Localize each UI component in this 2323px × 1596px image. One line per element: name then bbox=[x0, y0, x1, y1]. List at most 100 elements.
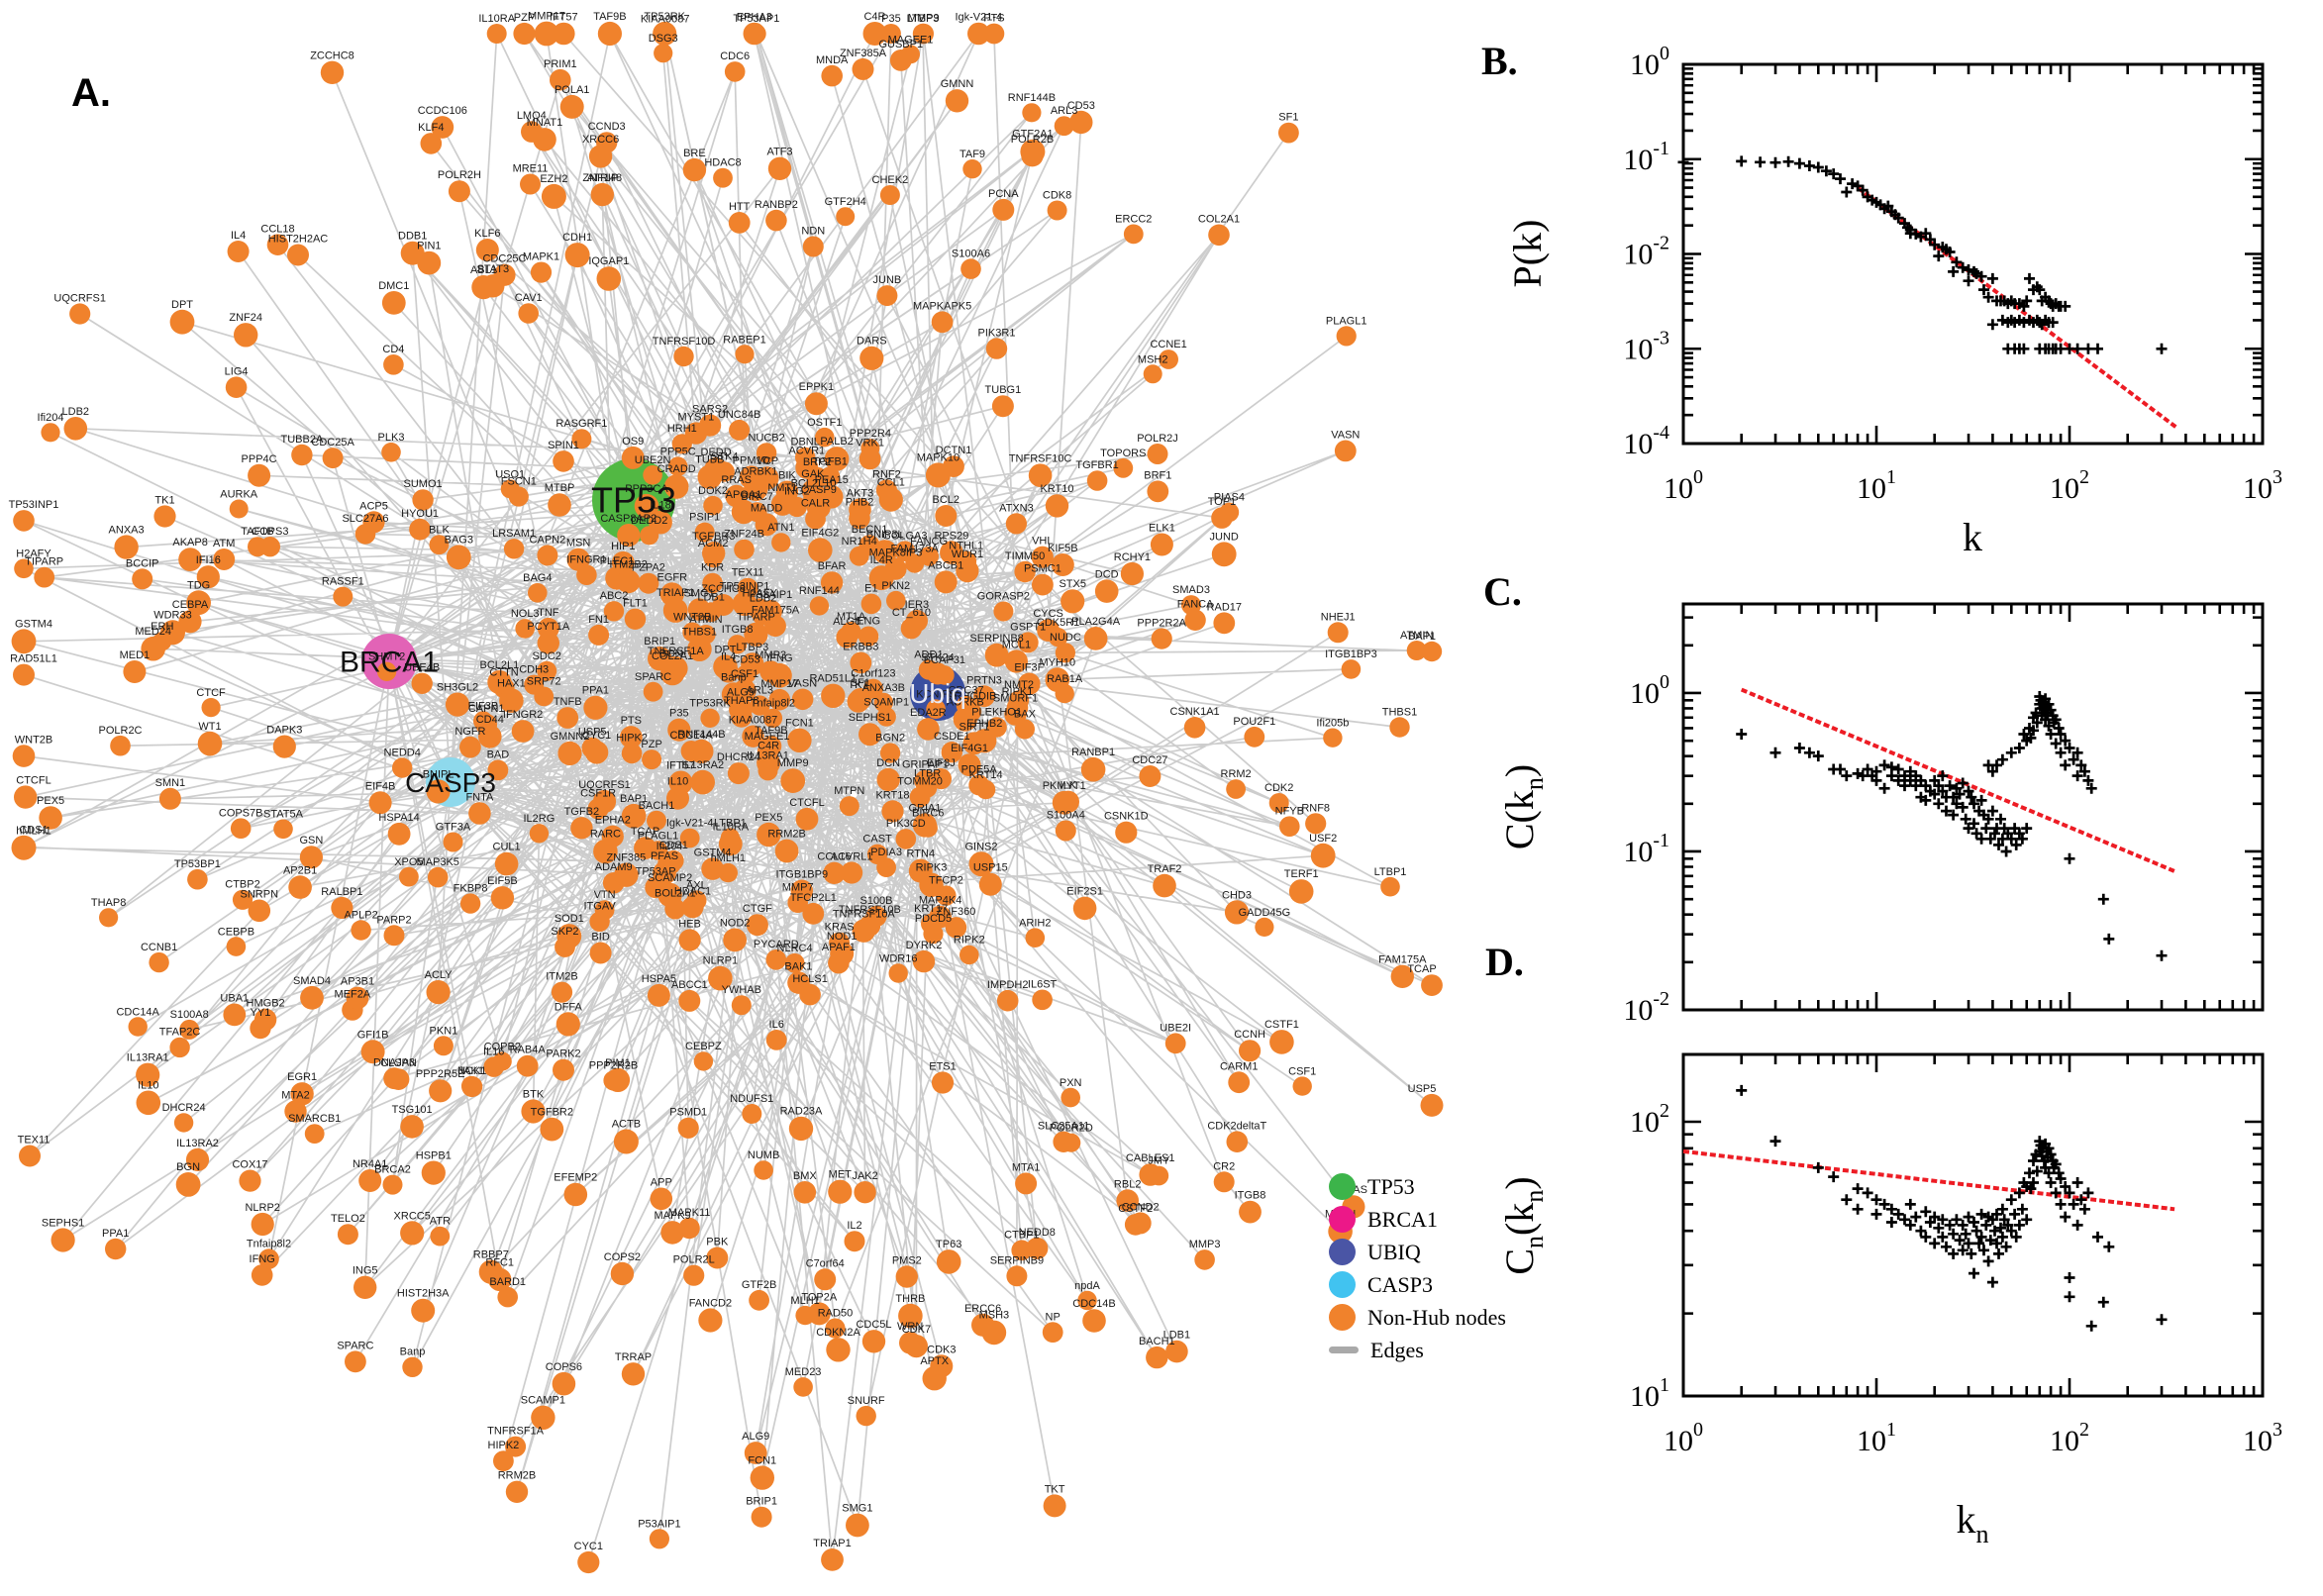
network-node bbox=[621, 743, 643, 764]
network-node bbox=[708, 965, 733, 991]
network-node bbox=[304, 1124, 325, 1144]
network-node-label: CTCFL bbox=[789, 797, 824, 809]
network-node bbox=[426, 779, 451, 804]
network-node-label: ATMIN bbox=[1400, 630, 1433, 642]
network-node-label: CTBP1 bbox=[1004, 1229, 1039, 1241]
network-node-label: NOD1 bbox=[827, 931, 858, 943]
network-node-label: PDCD5 bbox=[915, 913, 952, 925]
network-node-label: ABCB1 bbox=[928, 559, 963, 571]
network-node-label: JUNB bbox=[873, 274, 902, 286]
network-node-label: KRT14 bbox=[969, 769, 1003, 781]
network-node bbox=[1421, 974, 1443, 996]
hub-label-casp3: CASP3 bbox=[405, 767, 496, 798]
network-node bbox=[412, 489, 434, 511]
network-node-label: KLF4 bbox=[418, 122, 444, 134]
axis-ticks bbox=[1681, 62, 2265, 446]
network-node-label: GINS2 bbox=[964, 841, 997, 852]
network-node bbox=[1032, 573, 1054, 596]
network-node-label: JUND bbox=[1210, 531, 1239, 543]
network-node-label: HSPB1 bbox=[416, 1150, 452, 1162]
network-node-label: CARM1 bbox=[1220, 1060, 1259, 1072]
network-node-label: XPO5 bbox=[394, 856, 423, 868]
network-node-label: MYH10 bbox=[1039, 656, 1075, 668]
network-node-label: HSPA14 bbox=[378, 812, 419, 824]
network-node bbox=[828, 1179, 853, 1204]
network-node-label: GUSBP1 bbox=[878, 39, 923, 50]
network-node bbox=[475, 239, 499, 261]
network-node bbox=[788, 1116, 814, 1142]
network-node-label: MMP9 bbox=[908, 13, 940, 25]
network-node-label: EPHB2 bbox=[966, 718, 1002, 730]
network-node-label: TFCP2L1 bbox=[790, 892, 837, 904]
network-node-label: PSMD1 bbox=[669, 1107, 707, 1119]
network-node-label: LTBP1 bbox=[714, 817, 747, 829]
network-node-label: EIF4B bbox=[365, 780, 396, 792]
network-node-label: NEDD8 bbox=[1019, 1227, 1056, 1239]
network-node bbox=[940, 541, 963, 564]
plot-c: 100 10-1 10-2 C(kn) bbox=[1497, 602, 2265, 1027]
network-node-label: MED23 bbox=[785, 1366, 822, 1378]
network-node bbox=[1159, 349, 1178, 369]
network-node-label: TP53AP1 bbox=[733, 13, 779, 25]
network-node-label: P35 bbox=[881, 13, 901, 25]
network-node bbox=[1213, 1171, 1235, 1193]
network-node bbox=[770, 492, 794, 516]
network-node bbox=[621, 1362, 646, 1386]
network-node bbox=[197, 731, 223, 756]
network-node-label: GFI1B bbox=[357, 1029, 389, 1041]
network-node bbox=[735, 345, 755, 364]
network-node-label: CD53 bbox=[732, 653, 759, 665]
network-node-label: ERBB3 bbox=[843, 642, 878, 653]
network-node-label: FAM175A bbox=[752, 604, 800, 616]
network-node bbox=[331, 896, 354, 920]
network-node bbox=[530, 261, 553, 283]
network-node-label: IL13RA2 bbox=[681, 759, 724, 771]
network-node-label: GORASP2 bbox=[977, 590, 1030, 602]
network-node bbox=[492, 1051, 512, 1071]
network-node bbox=[1005, 513, 1027, 535]
network-node bbox=[169, 309, 195, 335]
network-node-label: BCL2L1 bbox=[480, 659, 520, 671]
network-node-label: HCLS1 bbox=[792, 973, 827, 985]
network-node bbox=[1018, 672, 1041, 695]
network-node bbox=[889, 50, 912, 71]
power-law-fit-line bbox=[1682, 1148, 2175, 1212]
network-node-label: Igk-V21-4 bbox=[955, 12, 1002, 24]
network-node-label: TIPARP bbox=[737, 612, 775, 624]
network-node-label: NOD2 bbox=[720, 918, 751, 930]
network-node-label: MED1 bbox=[120, 649, 151, 661]
network-node bbox=[858, 626, 879, 647]
network-node bbox=[1279, 816, 1300, 837]
axis-tick-label: 100 bbox=[1664, 466, 1703, 505]
network-node bbox=[757, 742, 777, 761]
network-node-label: BMX bbox=[793, 1170, 818, 1182]
network-node-label: VASN bbox=[788, 678, 817, 690]
network-node bbox=[354, 1275, 377, 1300]
network-node-label: SCAMP1 bbox=[521, 1395, 565, 1407]
network-node-label: WNT2B bbox=[673, 612, 712, 624]
network-node bbox=[654, 44, 673, 63]
network-node bbox=[804, 392, 828, 416]
network-node-label: NCK1 bbox=[457, 1065, 486, 1077]
network-node-label: TUBB2A bbox=[281, 434, 324, 446]
network-node bbox=[613, 1129, 639, 1154]
network-node-label: CEBPA bbox=[172, 599, 209, 611]
network-node bbox=[251, 1264, 273, 1286]
network-node-label: ITM2B bbox=[546, 971, 577, 983]
network-node-label: CABLES1 bbox=[1126, 1152, 1175, 1164]
network-node bbox=[239, 1169, 261, 1192]
network-node-label: TUBG1 bbox=[985, 384, 1022, 396]
network-node-label: PMS2 bbox=[892, 1254, 922, 1266]
network-node-label: COPS2 bbox=[604, 1251, 641, 1263]
network-node-label: LDB2 bbox=[62, 406, 90, 418]
network-node-label: CASP8AP2 bbox=[600, 513, 656, 525]
network-node bbox=[605, 1067, 631, 1092]
network-node-label: PKN2 bbox=[881, 580, 910, 592]
network-node-label: CCND2 bbox=[1122, 1201, 1160, 1213]
network-node bbox=[529, 824, 550, 844]
network-node bbox=[556, 707, 579, 729]
network-node-label: HIPK2 bbox=[488, 1440, 520, 1451]
network-node bbox=[1045, 494, 1069, 518]
network-node-label: ARIH2 bbox=[1019, 917, 1051, 929]
